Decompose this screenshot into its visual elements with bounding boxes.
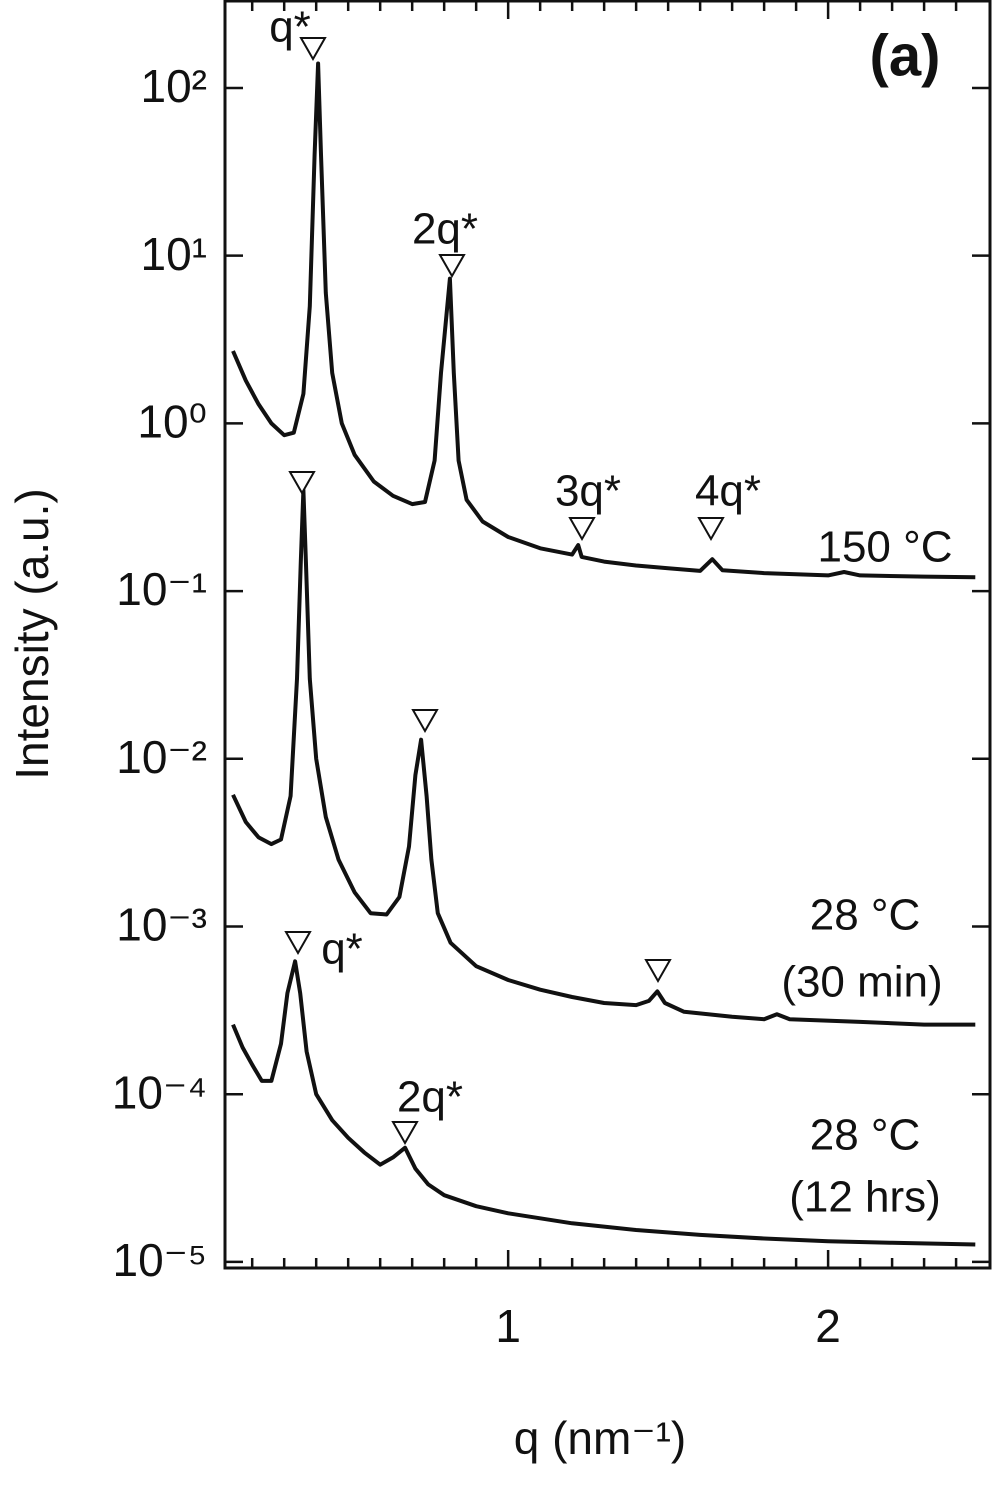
peak-marker	[697, 517, 725, 542]
y-tick-label: 10⁻²	[116, 731, 207, 783]
plot-frame	[223, 0, 992, 1270]
peak-marker	[284, 931, 312, 956]
peak-marker	[568, 517, 596, 542]
series-line	[231, 959, 976, 1247]
annotation: 3q*	[555, 467, 621, 516]
x-tick-label: 1	[495, 1300, 521, 1352]
peak-marker	[391, 1121, 419, 1146]
panel-label: (a)	[870, 23, 941, 88]
y-tick-label: 10²	[141, 60, 207, 112]
x-tick-label: 2	[815, 1300, 841, 1352]
peak-marker	[411, 709, 439, 734]
annotation: 150 °C	[817, 523, 952, 572]
annotation: 2q*	[397, 1073, 463, 1122]
annotation: (30 min)	[781, 958, 942, 1007]
annotation: 4q*	[695, 467, 761, 516]
peak-marker	[644, 959, 672, 984]
peak-marker	[288, 471, 316, 496]
y-axis-label: Intensity (a.u.)	[6, 488, 58, 779]
peak-marker	[438, 254, 466, 279]
y-tick-label: 10⁻⁵	[112, 1234, 207, 1286]
annotation: 28 °C	[810, 891, 921, 940]
peak-marker	[299, 37, 327, 62]
annotation: 2q*	[412, 205, 478, 254]
y-tick-label: 10⁻¹	[116, 563, 207, 615]
x-axis-label: q (nm⁻¹)	[514, 1412, 687, 1464]
series-line	[231, 61, 976, 580]
annotation: (12 hrs)	[789, 1173, 941, 1222]
annotation: 28 °C	[810, 1111, 921, 1160]
annotation: q*	[321, 925, 363, 974]
y-tick-label: 10⁻⁴	[112, 1066, 207, 1118]
y-tick-label: 10⁰	[137, 396, 207, 448]
series-line	[231, 488, 976, 1027]
y-tick-label: 10⁻³	[116, 899, 207, 951]
y-tick-label: 10¹	[141, 228, 207, 280]
